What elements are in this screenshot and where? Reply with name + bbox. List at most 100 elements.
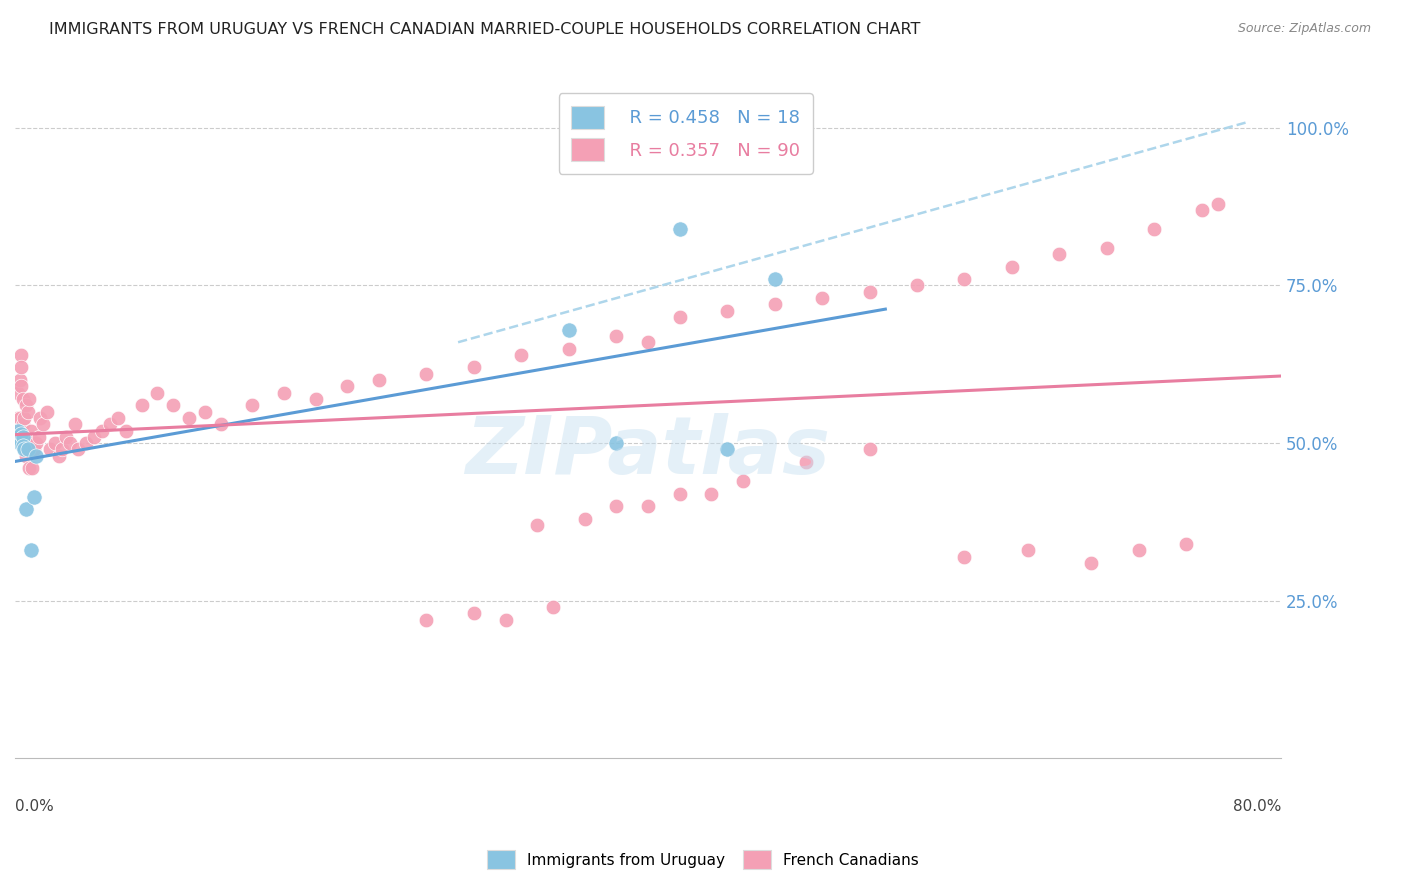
Point — [905, 278, 928, 293]
Point — [15, 449, 38, 463]
Point — [63, 417, 86, 432]
Point — [11, 436, 34, 450]
Point — [6, 430, 28, 444]
Point — [28, 430, 51, 444]
Point — [131, 398, 153, 412]
Point — [10, 348, 32, 362]
Legend:   R = 0.458   N = 18,   R = 0.357   N = 90: R = 0.458 N = 18, R = 0.357 N = 90 — [558, 94, 813, 174]
Point — [38, 442, 60, 457]
Point — [11, 417, 34, 432]
Point — [35, 404, 58, 418]
Point — [495, 613, 517, 627]
Point — [305, 392, 328, 406]
Point — [1080, 556, 1102, 570]
Point — [1143, 221, 1166, 235]
Point — [763, 297, 786, 311]
Point — [209, 417, 232, 432]
Point — [1128, 543, 1150, 558]
Point — [605, 499, 627, 513]
Point — [811, 291, 834, 305]
Point — [177, 410, 200, 425]
Point — [67, 442, 90, 457]
Point — [541, 600, 564, 615]
Point — [858, 442, 880, 457]
Point — [18, 392, 41, 406]
Point — [107, 410, 129, 425]
Point — [13, 430, 35, 444]
Point — [637, 499, 659, 513]
Point — [731, 474, 754, 488]
Point — [22, 490, 45, 504]
Point — [17, 404, 39, 418]
Point — [763, 272, 786, 286]
Point — [30, 410, 52, 425]
Point — [17, 442, 39, 457]
Point — [1001, 260, 1024, 274]
Point — [13, 410, 35, 425]
Point — [32, 417, 55, 432]
Point — [194, 404, 217, 418]
Point — [1206, 196, 1229, 211]
Point — [48, 449, 70, 463]
Point — [20, 424, 42, 438]
Point — [1175, 537, 1198, 551]
Point — [18, 461, 41, 475]
Point — [7, 410, 30, 425]
Point — [716, 442, 738, 457]
Point — [1191, 202, 1213, 217]
Point — [858, 285, 880, 299]
Point — [668, 310, 690, 324]
Point — [8, 436, 31, 450]
Point — [11, 392, 34, 406]
Point — [637, 335, 659, 350]
Point — [794, 455, 817, 469]
Point — [114, 424, 136, 438]
Point — [11, 439, 34, 453]
Text: 0.0%: 0.0% — [15, 799, 53, 814]
Point — [83, 430, 105, 444]
Point — [605, 329, 627, 343]
Text: ZIPatlas: ZIPatlas — [465, 413, 831, 491]
Point — [1095, 241, 1118, 255]
Point — [415, 613, 437, 627]
Point — [1047, 247, 1070, 261]
Point — [24, 449, 46, 463]
Point — [668, 221, 690, 235]
Point — [24, 436, 46, 450]
Point — [8, 433, 31, 447]
Point — [10, 360, 32, 375]
Point — [463, 360, 485, 375]
Point — [1017, 543, 1039, 558]
Point — [240, 398, 263, 412]
Point — [700, 486, 723, 500]
Point — [146, 385, 169, 400]
Point — [10, 379, 32, 393]
Point — [162, 398, 184, 412]
Point — [953, 272, 976, 286]
Point — [13, 442, 35, 457]
Point — [463, 607, 485, 621]
Point — [336, 379, 359, 393]
Point — [273, 385, 295, 400]
Point — [558, 342, 581, 356]
Point — [21, 461, 44, 475]
Point — [20, 436, 42, 450]
Point — [668, 486, 690, 500]
Point — [91, 424, 114, 438]
Point — [6, 424, 28, 438]
Point — [75, 436, 97, 450]
Point — [7, 385, 30, 400]
Point — [605, 436, 627, 450]
Text: Source: ZipAtlas.com: Source: ZipAtlas.com — [1237, 22, 1371, 36]
Point — [59, 436, 82, 450]
Text: IMMIGRANTS FROM URUGUAY VS FRENCH CANADIAN MARRIED-COUPLE HOUSEHOLDS CORRELATION: IMMIGRANTS FROM URUGUAY VS FRENCH CANADI… — [49, 22, 921, 37]
Text: 80.0%: 80.0% — [1233, 799, 1281, 814]
Point — [15, 398, 38, 412]
Point — [574, 512, 596, 526]
Point — [8, 373, 31, 387]
Point — [51, 442, 73, 457]
Point — [98, 417, 121, 432]
Point — [22, 442, 45, 457]
Point — [17, 436, 39, 450]
Point — [953, 549, 976, 564]
